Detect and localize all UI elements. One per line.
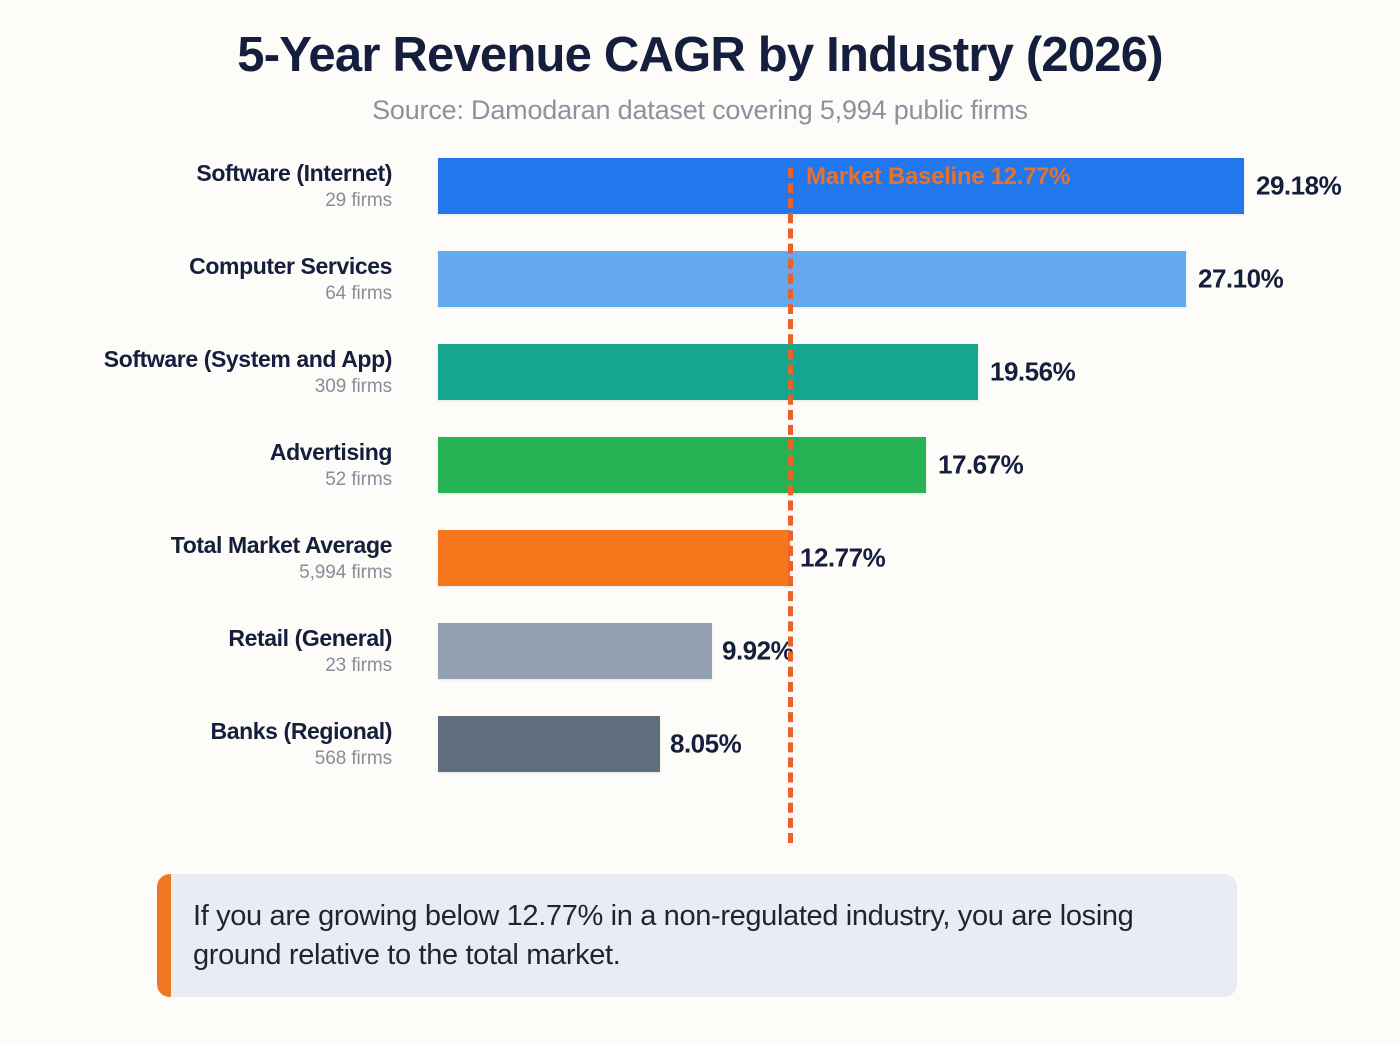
bar-firm-count-label: 5,994 firms [299, 562, 392, 584]
bar-firm-count-label: 52 firms [325, 469, 392, 491]
chart-header: 5-Year Revenue CAGR by Industry (2026) S… [0, 0, 1400, 126]
bar-total-market-average[interactable] [438, 530, 790, 587]
bar-value-label: 27.10% [1198, 263, 1284, 294]
bar-row: Retail (General) 23 firms 9.92% [0, 623, 1400, 680]
bar-label-group: Total Market Average 5,994 firms [0, 532, 393, 584]
bar-value-label: 8.05% [670, 728, 742, 759]
bar-category-label: Retail (General) [228, 625, 392, 652]
bar-software-internet[interactable] [438, 158, 1244, 215]
bar-banks-regional[interactable] [438, 716, 660, 773]
bar-label-group: Software (System and App) 309 firms [0, 346, 393, 398]
market-baseline-label: Market Baseline 12.77% [806, 163, 1071, 190]
bar-row: Banks (Regional) 568 firms 8.05% [0, 716, 1400, 773]
bar-row: Computer Services 64 firms 27.10% [0, 251, 1400, 308]
bar-row: Software (System and App) 309 firms 19.5… [0, 344, 1400, 401]
bar-value-label: 12.77% [800, 542, 886, 573]
market-baseline-line [788, 168, 793, 843]
bar-advertising[interactable] [438, 437, 926, 494]
bar-label-group: Computer Services 64 firms [0, 253, 392, 305]
bar-value-label: 17.67% [938, 449, 1024, 480]
callout-box: If you are growing below 12.77% in a non… [157, 874, 1237, 997]
bar-category-label: Total Market Average [170, 532, 393, 559]
bar-computer-services[interactable] [438, 251, 1186, 308]
bar-row: Advertising 52 firms 17.67% [0, 437, 1400, 494]
bar-software-system-and-app[interactable] [438, 344, 978, 401]
bar-category-label: Software (Internet) [196, 160, 392, 187]
bar-firm-count-label: 64 firms [325, 283, 392, 305]
bar-firm-count-label: 309 firms [314, 376, 392, 398]
callout-text: If you are growing below 12.77% in a non… [193, 899, 1134, 971]
bar-label-group: Advertising 52 firms [0, 439, 393, 491]
bar-firm-count-label: 568 firms [314, 748, 392, 770]
bar-value-label: 29.18% [1256, 170, 1342, 201]
bar-value-label: 19.56% [990, 356, 1076, 387]
bar-category-label: Banks (Regional) [210, 718, 393, 745]
bar-firm-count-label: 29 firms [325, 190, 392, 212]
bar-category-label: Computer Services [189, 253, 392, 280]
callout-accent-bar [157, 874, 171, 997]
page-title: 5-Year Revenue CAGR by Industry (2026) [237, 28, 1163, 82]
bar-category-label: Software (System and App) [103, 346, 393, 373]
bar-label-group: Software (Internet) 29 firms [0, 160, 392, 212]
chart-subtitle: Source: Damodaran dataset covering 5,994… [372, 95, 1028, 126]
bar-category-label: Advertising [269, 439, 393, 466]
bar-label-group: Retail (General) 23 firms [0, 625, 392, 677]
bar-row: Software (Internet) 29 firms 29.18% [0, 158, 1400, 215]
bar-retail-general[interactable] [438, 623, 712, 680]
bar-chart-plot-area: Software (Internet) 29 firms 29.18% Comp… [0, 150, 1400, 810]
bar-firm-count-label: 23 firms [325, 655, 392, 677]
bar-value-label: 9.92% [722, 635, 794, 666]
bar-label-group: Banks (Regional) 568 firms [0, 718, 393, 770]
bar-row: Total Market Average 5,994 firms 12.77% [0, 530, 1400, 587]
